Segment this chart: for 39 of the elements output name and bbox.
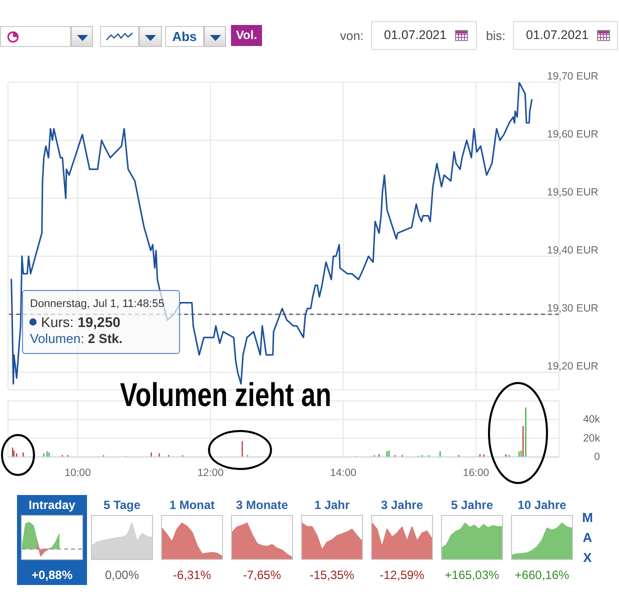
annotation: Volumen zieht an xyxy=(120,376,332,413)
toggle-button: Vol. xyxy=(231,25,262,46)
y-tick-label: 0 xyxy=(594,451,600,463)
text: -7,65% xyxy=(242,568,282,582)
x-tick-label: 10:00 xyxy=(64,467,91,479)
chart-title: 5 Tage xyxy=(103,498,141,512)
text: +165,03% xyxy=(444,568,500,582)
chart-title: 10 Jahre xyxy=(518,498,566,512)
y-tick-label: 19,30 EUR xyxy=(547,302,599,314)
text: MAX xyxy=(580,510,595,570)
date-field: 01.07.2021 xyxy=(371,21,477,50)
annotation: Volumen: 2 Stk. xyxy=(30,331,123,346)
y-tick-label: 19,20 EUR xyxy=(547,360,599,372)
text: 0,00% xyxy=(104,568,140,582)
chart-title: 1 Monat xyxy=(169,498,215,512)
text: bis: xyxy=(486,29,506,43)
text: +660,16% xyxy=(514,568,570,582)
date-field: 01.07.2021 xyxy=(513,21,618,50)
y-tick-label: 19,60 EUR xyxy=(547,128,599,140)
chart-title: 5 Jahre xyxy=(450,498,494,512)
y-tick-label: 19,50 EUR xyxy=(547,186,599,198)
chart-title: 1 Jahr xyxy=(314,498,350,512)
annotation: Donnerstag, Jul 1, 11:48:55 xyxy=(30,298,164,310)
text: -15,35% xyxy=(310,568,354,582)
chart-title: 3 Monate xyxy=(236,498,288,512)
y-tick-label: 19,70 EUR xyxy=(547,70,599,82)
chart-title: 3 Jahre xyxy=(380,498,424,512)
text: -6,31% xyxy=(172,568,212,582)
y-tick-label: 40k xyxy=(583,414,601,426)
text: von: xyxy=(340,29,364,43)
x-tick-label: 12:00 xyxy=(197,467,224,479)
text: -12,59% xyxy=(380,568,424,582)
y-tick-label: 20k xyxy=(583,432,601,444)
chart-title: Intraday xyxy=(28,498,76,512)
x-tick-label: 16:00 xyxy=(462,467,490,479)
x-tick-label: 14:00 xyxy=(330,467,357,479)
annotation: Kurs: 19,250 xyxy=(41,314,120,330)
y-tick-label: 19,40 EUR xyxy=(547,244,599,256)
text: +0,88% xyxy=(31,568,73,582)
